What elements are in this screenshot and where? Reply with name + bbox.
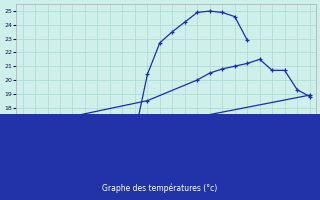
Text: Graphe des températures (°c): Graphe des températures (°c) (102, 183, 218, 193)
